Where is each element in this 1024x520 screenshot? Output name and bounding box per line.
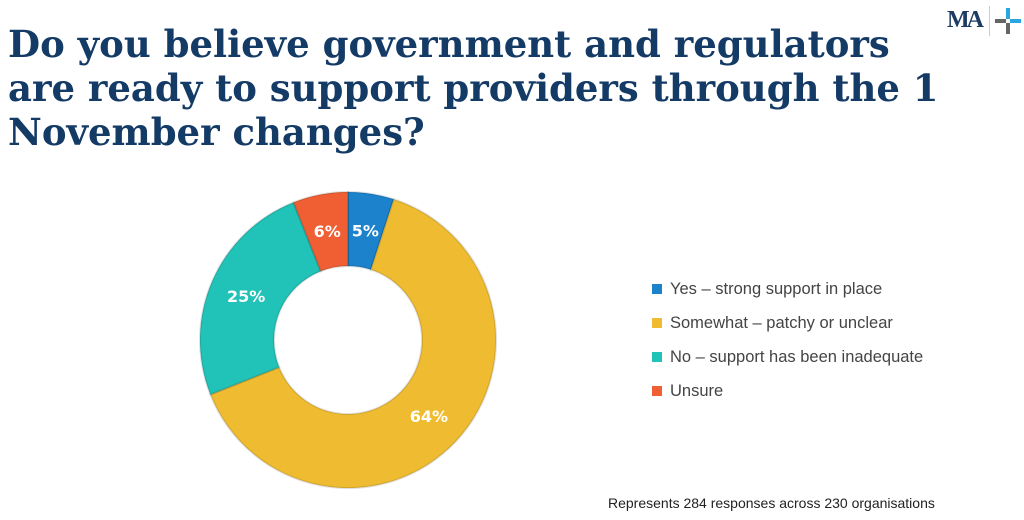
- slice-data-label: 64%: [410, 407, 448, 426]
- slice-data-label: 25%: [227, 287, 265, 306]
- legend-item: Somewhat – patchy or unclear: [652, 306, 923, 340]
- legend-label: Unsure: [670, 381, 724, 400]
- legend-item: No – support has been inadequate: [652, 340, 923, 374]
- donut-slice: [199, 201, 323, 396]
- legend-label: Somewhat – patchy or unclear: [670, 313, 893, 332]
- slice-data-label: 5%: [352, 221, 379, 240]
- legend-label: Yes – strong support in place: [670, 279, 883, 298]
- company-logo: MA: [945, 4, 1021, 38]
- legend-swatch: [652, 352, 662, 362]
- donut-slice: [292, 190, 349, 273]
- legend-item: Unsure: [652, 374, 923, 408]
- logo-divider: [989, 6, 990, 36]
- legend-swatch: [652, 284, 662, 294]
- slice-data-label: 6%: [314, 222, 341, 241]
- chart-legend: Yes – strong support in place Somewhat – …: [652, 272, 923, 408]
- logo-monogram: MA: [947, 7, 984, 33]
- legend-swatch: [652, 386, 662, 396]
- footnote: Represents 284 responses across 230 orga…: [608, 495, 935, 511]
- donut-slice: [209, 197, 497, 489]
- legend-label: No – support has been inadequate: [670, 347, 924, 366]
- slide-title: Do you believe government and regulators…: [8, 22, 939, 154]
- legend-swatch: [652, 318, 662, 328]
- legend-item: Yes – strong support in place: [652, 272, 923, 306]
- plus-logo-icon: [995, 8, 1021, 34]
